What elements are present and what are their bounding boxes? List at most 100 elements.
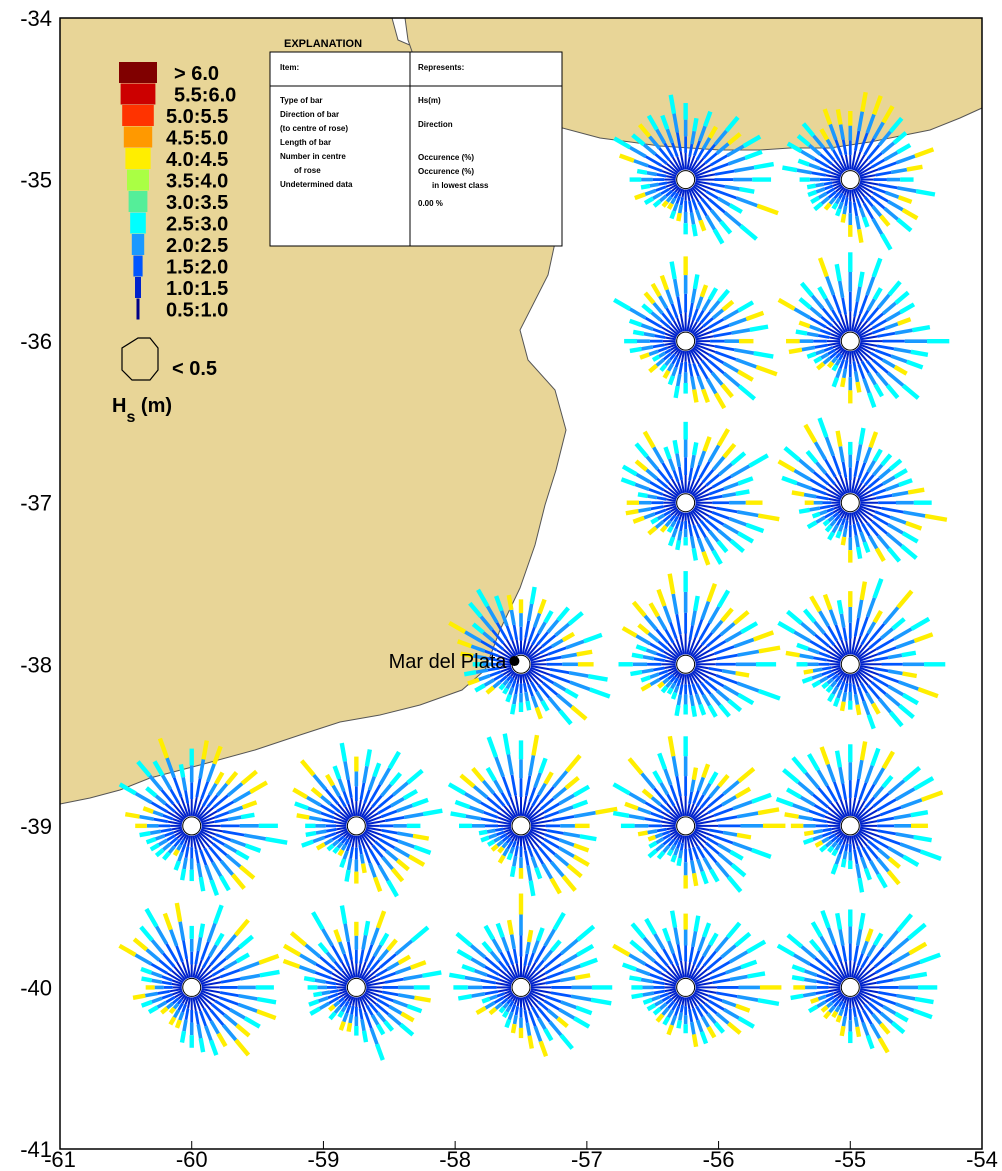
- rose-petal-segment: [859, 343, 876, 352]
- rose-petal-segment: [161, 975, 173, 982]
- rose-petal-segment: [717, 288, 731, 303]
- rose-petal-segment: [798, 507, 810, 514]
- rose-petal-segment: [521, 673, 526, 684]
- rose-petal-segment: [851, 797, 857, 817]
- rose-petal-segment: [855, 348, 868, 362]
- rose-petal-segment: [167, 820, 183, 826]
- rose-petal-segment: [481, 779, 496, 795]
- rose-petal-segment: [694, 493, 710, 501]
- rose-petal-segment: [662, 650, 678, 661]
- rose-petal-segment: [537, 598, 547, 615]
- rose-petal-segment: [855, 546, 863, 560]
- rose-petal-segment: [547, 696, 562, 713]
- rose-petal-segment: [838, 509, 845, 517]
- rose-petal-segment: [339, 829, 349, 837]
- rose-petal-segment: [150, 962, 168, 975]
- rose-petal-segment: [132, 993, 146, 1000]
- rose-petal-segment: [913, 1008, 933, 1020]
- rose-petal-segment: [708, 676, 725, 688]
- rose-petal-segment: [526, 929, 534, 943]
- rose-petal-segment: [673, 677, 679, 684]
- rose-petal-segment: [816, 980, 829, 985]
- rose-petal-segment: [852, 477, 861, 494]
- rose-petal-segment: [734, 347, 755, 355]
- rose-petal-segment: [156, 1000, 167, 1009]
- rose-petal-segment: [838, 446, 845, 463]
- rose-petal-segment: [649, 642, 665, 653]
- rose-petal-segment: [527, 952, 535, 966]
- rose-petal-segment: [838, 929, 845, 946]
- rose-petal-segment: [844, 359, 849, 370]
- rose-petal-segment: [665, 175, 676, 179]
- rose-petal-segment: [502, 668, 513, 676]
- rose-petal-segment: [650, 796, 662, 807]
- rose-petal-segment: [175, 960, 188, 980]
- rose-petal-segment: [219, 991, 240, 998]
- rose-petal-segment: [679, 634, 685, 655]
- rose-petal-segment: [715, 1012, 730, 1025]
- rose-petal-segment: [530, 989, 547, 998]
- rose-petal-segment: [338, 1021, 346, 1031]
- rose-petal-segment: [840, 858, 847, 868]
- rose-petal-segment: [695, 341, 716, 348]
- rose-petal-segment: [896, 913, 914, 933]
- rose-petal-segment: [546, 618, 560, 634]
- rose-petal-segment: [699, 284, 709, 298]
- rose-petal-segment: [613, 297, 631, 311]
- rose-petal-segment: [831, 849, 839, 857]
- rose-petal-segment: [678, 511, 684, 521]
- rose-petal-segment: [202, 1007, 213, 1022]
- rose-petal-segment: [860, 955, 870, 969]
- rose-petal-segment: [181, 776, 188, 791]
- rose-petal-segment: [160, 774, 173, 791]
- rose-petal-segment: [728, 317, 747, 327]
- rose-petal-segment: [358, 996, 367, 1013]
- rose-petal-segment: [826, 926, 837, 946]
- rose-petal-segment: [822, 356, 832, 365]
- rose-petal-segment: [370, 1014, 380, 1026]
- rose-petal-segment: [389, 772, 403, 787]
- rose-petal-segment: [198, 831, 214, 845]
- rose-petal-segment: [179, 838, 185, 846]
- rose-petal-segment: [628, 953, 647, 966]
- rose-petal-segment: [340, 843, 347, 851]
- rose-petal-segment: [710, 371, 724, 386]
- rose-petal-segment: [798, 297, 812, 310]
- rose-petal-segment: [201, 988, 221, 994]
- rose-petal-segment: [820, 1005, 829, 1013]
- rose-petal-segment: [204, 864, 214, 881]
- rose-petal-segment: [813, 441, 827, 461]
- rose-petal-segment: [504, 1018, 512, 1029]
- legend-class-label: 1.5:2.0: [166, 257, 228, 279]
- rose-petal-segment: [644, 188, 657, 196]
- rose-petal-segment: [722, 492, 737, 498]
- rose-petal-segment: [728, 516, 747, 527]
- rose-petal-segment: [650, 505, 664, 511]
- rose-petal-segment: [686, 512, 691, 525]
- rose-petal-segment: [493, 779, 504, 794]
- rose-petal-segment: [854, 349, 863, 362]
- rose-petal-segment: [686, 156, 691, 170]
- rose-petal-segment: [842, 528, 848, 538]
- rose-petal-segment: [570, 705, 588, 721]
- rose-petal-segment: [526, 994, 540, 1010]
- rose-petal-segment: [653, 933, 665, 950]
- rose-petal-segment: [820, 352, 829, 360]
- rose-petal-segment: [888, 669, 903, 676]
- rose-petal-segment: [694, 977, 711, 985]
- rose-petal-segment: [645, 455, 660, 471]
- rose-petal-segment: [468, 601, 483, 619]
- rose-petal-segment: [677, 481, 684, 494]
- rose-petal-segment: [344, 869, 351, 882]
- rose-petal-segment: [827, 190, 837, 199]
- rose-petal-segment: [662, 837, 672, 846]
- rose-petal-segment: [691, 1008, 699, 1021]
- rose-petal-segment: [348, 996, 354, 1006]
- rose-petal-segment: [717, 774, 730, 788]
- rose-petal-segment: [705, 378, 718, 395]
- rose-petal-segment: [862, 378, 871, 394]
- wave-rose: [447, 733, 618, 897]
- rose-petal-segment: [667, 673, 675, 680]
- rose-petal-segment: [864, 796, 876, 809]
- rose-petal-segment: [370, 927, 380, 946]
